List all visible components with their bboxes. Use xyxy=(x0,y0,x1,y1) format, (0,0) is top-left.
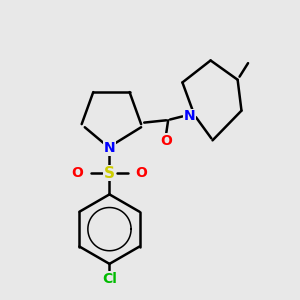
Text: Cl: Cl xyxy=(102,272,117,286)
Text: N: N xyxy=(184,110,195,123)
Text: O: O xyxy=(136,166,147,180)
Text: O: O xyxy=(160,134,172,148)
Text: N: N xyxy=(104,141,115,155)
Text: O: O xyxy=(71,166,83,180)
Text: S: S xyxy=(104,166,115,181)
